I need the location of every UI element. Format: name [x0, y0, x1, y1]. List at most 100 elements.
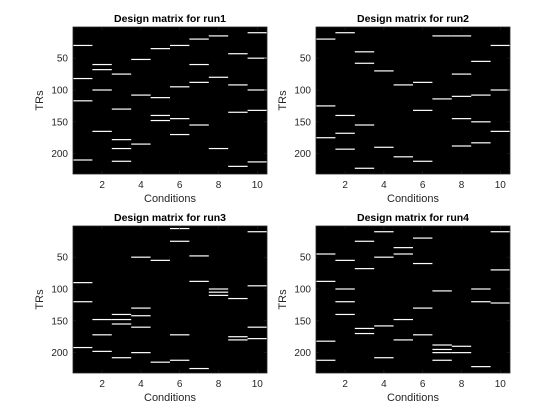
event-mark: [451, 345, 472, 347]
x-tick-label: 4: [138, 379, 144, 390]
event-mark: [451, 35, 472, 37]
event-mark: [316, 253, 336, 255]
chart-title: Design matrix for run1: [114, 13, 226, 25]
event-mark: [208, 76, 229, 78]
event-mark: [150, 114, 170, 117]
event-mark: [73, 301, 93, 303]
event-mark: [247, 89, 267, 91]
event-mark: [316, 340, 336, 342]
event-mark: [490, 269, 510, 271]
event-mark: [316, 137, 336, 139]
y-tick-label: 150: [51, 316, 68, 327]
event-mark: [208, 288, 229, 290]
x-tick-label: 10: [252, 379, 264, 390]
event-mark: [335, 313, 355, 316]
event-mark: [247, 109, 267, 111]
event-mark: [228, 111, 248, 113]
event-mark: [335, 114, 355, 117]
y-tick-label: 100: [294, 86, 311, 97]
event-mark: [150, 259, 170, 261]
y-tick-label: 200: [51, 348, 68, 359]
event-mark: [92, 130, 112, 132]
y-tick-label: 150: [294, 117, 311, 128]
subplot-run2: 2 4 6 8 10 50 100 150 200 Design matrix for run2 C…: [277, 13, 511, 205]
event-mark: [111, 160, 132, 162]
event-mark: [335, 32, 355, 34]
event-mark: [247, 326, 267, 328]
event-mark: [111, 318, 132, 321]
event-mark: [413, 307, 433, 309]
x-tick-label: 4: [381, 180, 387, 191]
event-mark: [170, 240, 190, 242]
plot-area-background: [73, 27, 267, 174]
event-mark: [170, 44, 190, 47]
y-tick-label: 150: [51, 117, 68, 128]
event-mark: [354, 332, 375, 335]
y-tick-label: 100: [51, 86, 68, 97]
event-mark: [451, 352, 472, 354]
x-tick-label: 10: [495, 180, 507, 191]
y-tick-label: 200: [51, 149, 68, 160]
event-mark: [471, 288, 491, 290]
event-mark: [451, 95, 472, 97]
event-mark: [374, 70, 394, 72]
event-mark: [131, 326, 151, 328]
y-axis-label: TRs: [34, 90, 46, 111]
event-mark: [131, 307, 151, 309]
axes-box: [72, 225, 268, 374]
y-axis-label: TRs: [277, 90, 289, 111]
event-mark: [247, 285, 267, 287]
event-mark: [247, 161, 267, 163]
y-axis-label: TRs: [277, 289, 289, 310]
event-mark: [111, 323, 132, 325]
event-mark: [432, 359, 452, 361]
event-mark: [170, 86, 190, 88]
event-mark: [189, 280, 209, 282]
subplot-run3: 2 4 6 8 10 50 100 150 200 Design matrix for run3 C…: [34, 212, 268, 404]
event-mark: [490, 231, 510, 233]
event-mark: [131, 143, 151, 145]
x-axis-label: Conditions: [387, 392, 439, 404]
event-mark: [92, 89, 112, 91]
plot-area-background: [316, 27, 510, 174]
event-mark: [490, 302, 510, 304]
axes-box: [315, 26, 511, 175]
plot-area-background: [316, 226, 510, 373]
event-mark: [228, 165, 248, 167]
x-tick-label: 8: [459, 180, 465, 191]
event-mark: [335, 148, 355, 150]
x-tick-label: 6: [177, 180, 183, 191]
x-tick-label: 6: [420, 379, 426, 390]
x-axis-label: Conditions: [144, 392, 196, 404]
chart-title: Design matrix for run4: [357, 212, 469, 224]
event-mark: [73, 282, 93, 284]
event-mark: [471, 60, 491, 62]
event-mark: [413, 160, 433, 162]
event-mark: [208, 147, 229, 150]
event-mark: [413, 334, 433, 336]
chart-title: Design matrix for run2: [357, 13, 469, 25]
event-mark: [111, 313, 132, 316]
event-mark: [228, 336, 248, 338]
event-mark: [335, 132, 355, 134]
event-mark: [393, 253, 413, 255]
event-mark: [111, 147, 132, 150]
event-mark: [413, 81, 433, 83]
x-tick-label: 6: [420, 180, 426, 191]
event-mark: [374, 325, 394, 327]
axes-box: [315, 225, 511, 374]
event-mark: [247, 231, 267, 233]
event-mark: [150, 48, 170, 50]
event-mark: [73, 77, 93, 80]
x-tick-label: 10: [495, 379, 507, 390]
event-mark: [374, 357, 394, 359]
event-mark: [471, 94, 491, 96]
event-mark: [189, 81, 209, 83]
event-mark: [316, 105, 336, 107]
event-mark: [189, 63, 209, 66]
event-mark: [451, 145, 472, 147]
event-mark: [432, 35, 452, 37]
event-mark: [170, 359, 190, 361]
event-mark: [354, 268, 375, 270]
event-mark: [228, 297, 248, 300]
